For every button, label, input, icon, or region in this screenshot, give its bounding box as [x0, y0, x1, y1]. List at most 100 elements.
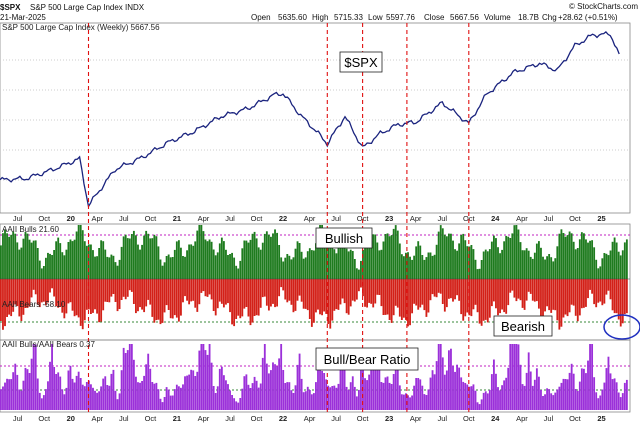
bears-bar: [296, 279, 299, 301]
price-panel-title: S&P 500 Large Cap Index (Weekly) 5667.56: [2, 23, 160, 32]
ratio-bar: [92, 387, 94, 410]
bulls-bar: [247, 242, 250, 279]
ratio-bar: [120, 370, 123, 410]
ratio-bar: [251, 383, 254, 410]
bears-bar: [259, 279, 262, 308]
bears-bar: [149, 279, 152, 305]
ratio-bar: [145, 364, 148, 410]
bears-bar: [351, 279, 354, 301]
ratio-bar: [591, 344, 594, 410]
bears-bar: [392, 279, 395, 316]
bears-bar: [560, 279, 563, 327]
bulls-bar: [509, 238, 512, 279]
ratio-bar: [437, 344, 440, 410]
bears-bar: [537, 279, 540, 309]
ratio-bar: [337, 383, 340, 410]
x-tick-label: Oct: [38, 414, 51, 423]
bears-bar: [235, 279, 238, 319]
bulls-bar: [515, 225, 518, 279]
bears-bar: [147, 279, 150, 300]
bears-bar: [36, 279, 39, 305]
ratio-bar: [28, 373, 31, 410]
bears-bar: [585, 279, 587, 307]
chart-date: 21-Mar-2025: [0, 13, 46, 22]
bulls-bar: [583, 233, 585, 279]
bulls-bar: [554, 258, 557, 279]
ratio-bar: [298, 353, 301, 410]
bulls-bar: [540, 247, 542, 279]
bulls-bar: [315, 243, 317, 279]
bears-bar: [20, 279, 23, 322]
bulls-bar: [298, 243, 301, 279]
bears-bar: [294, 279, 297, 311]
ratio-bar: [400, 394, 403, 410]
bulls-bar: [589, 240, 591, 279]
bulls-bar: [466, 246, 469, 279]
bulls-bar: [157, 246, 160, 279]
ratio-bar: [503, 380, 506, 410]
bulls-bar: [106, 256, 109, 279]
ratio-bar: [355, 396, 358, 410]
close-label: Close: [424, 13, 445, 22]
bulls-bar: [345, 248, 348, 279]
x-tick-label: Jul: [225, 214, 235, 223]
bears-bar: [552, 279, 555, 310]
ratio-bar: [61, 389, 64, 410]
ratio-bar: [10, 379, 13, 410]
bears-bar: [239, 279, 242, 319]
bears-bar: [98, 279, 101, 323]
ratio-bar: [147, 353, 150, 410]
ratio-bar: [349, 382, 352, 410]
ratio-bar: [572, 373, 575, 410]
bulls-bar: [26, 233, 29, 279]
bears-bar: [202, 279, 205, 292]
x-tick-label: Jul: [13, 414, 23, 423]
bulls-bar: [527, 250, 530, 279]
ratio-bar: [194, 376, 197, 410]
bears-bar: [94, 279, 96, 310]
bears-bar: [114, 279, 117, 302]
bulls-bar: [61, 252, 64, 279]
bears-bar: [177, 279, 180, 322]
bulls-bar: [437, 231, 440, 279]
bears-bar: [14, 279, 17, 305]
bulls-bar: [245, 240, 248, 279]
bulls-bar: [480, 260, 483, 279]
ratio-bar: [394, 357, 397, 410]
bears-bar: [417, 279, 420, 310]
bears-bar: [53, 279, 56, 297]
bulls-bar: [533, 252, 536, 279]
bulls-bar: [55, 241, 58, 279]
ratio-bar: [151, 382, 154, 410]
bulls-bar: [605, 253, 608, 279]
bears-bar: [492, 279, 495, 302]
bulls-bar: [280, 257, 283, 279]
bears-bar: [329, 279, 332, 329]
bulls-bar: [288, 255, 291, 279]
bears-bar: [445, 279, 448, 308]
bulls-bar: [173, 249, 176, 279]
bears-bar: [255, 279, 258, 316]
bears-bar: [300, 279, 303, 302]
ratio-bar: [247, 384, 250, 410]
bears-bar: [225, 279, 227, 305]
ratio-bar: [507, 367, 510, 410]
ratio-bar: [315, 382, 317, 410]
bulls-bar: [67, 242, 70, 279]
ratio-bar: [366, 380, 368, 410]
bulls-bar: [239, 260, 242, 279]
ratio-bar: [300, 378, 303, 410]
bulls-bar: [20, 247, 23, 279]
ratio-bar: [433, 374, 436, 410]
change-label: Chg: [542, 13, 557, 22]
bulls-bar: [249, 239, 252, 279]
ratio-bar: [204, 350, 207, 410]
bulls-bar: [378, 250, 381, 279]
bears-bar: [0, 279, 2, 321]
bears-bar: [609, 279, 612, 300]
bulls-bar: [180, 247, 182, 279]
ratio-bar: [380, 382, 383, 410]
ratio-bars: [0, 344, 628, 410]
bears-bar: [605, 279, 608, 295]
ratio-bar: [276, 366, 278, 410]
